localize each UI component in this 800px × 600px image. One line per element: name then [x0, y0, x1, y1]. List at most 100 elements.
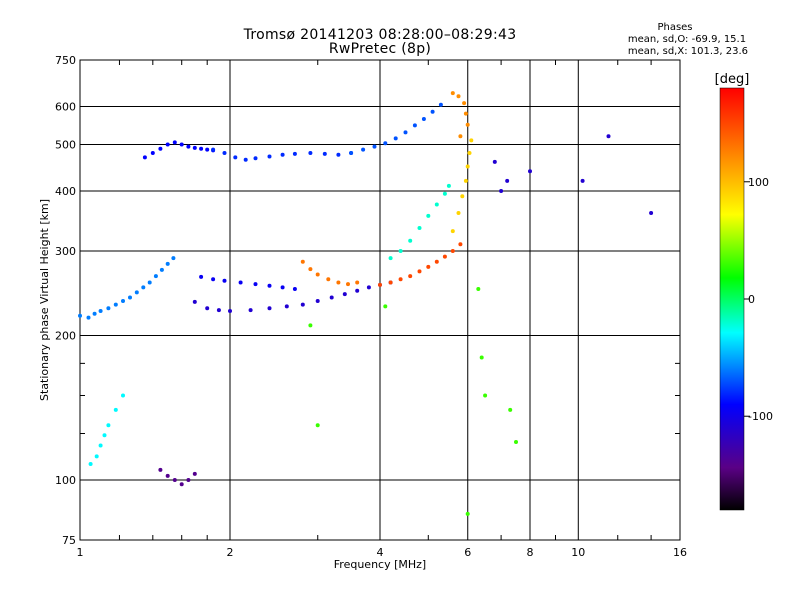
- data-point: [292, 287, 297, 291]
- data-point: [216, 308, 221, 313]
- data-point: [446, 183, 451, 188]
- data-point: [361, 147, 366, 152]
- data-point: [388, 256, 393, 261]
- data-point: [179, 142, 184, 147]
- colorbar: [719, 87, 745, 511]
- data-point: [205, 147, 210, 152]
- grid: [80, 60, 680, 540]
- data-point: [253, 282, 258, 287]
- data-point: [199, 274, 204, 279]
- data-point: [421, 117, 426, 121]
- data-point: [150, 151, 155, 155]
- data-point: [393, 136, 398, 141]
- data-points: [78, 91, 654, 516]
- data-point: [186, 478, 191, 482]
- data-point: [113, 407, 118, 412]
- data-point: [463, 111, 468, 116]
- data-point: [192, 145, 197, 150]
- data-point: [86, 315, 91, 320]
- data-point: [329, 295, 334, 300]
- data-point: [94, 454, 99, 459]
- data-point: [300, 302, 305, 307]
- data-point: [388, 280, 393, 285]
- data-point: [508, 407, 513, 412]
- data-point: [442, 254, 447, 259]
- data-point: [238, 280, 243, 285]
- data-point: [192, 299, 197, 304]
- data-point: [417, 269, 422, 274]
- data-point: [403, 130, 408, 135]
- colorbar-tick-label: 100: [748, 176, 769, 189]
- data-point: [315, 423, 320, 428]
- data-point: [267, 154, 272, 159]
- data-point: [199, 146, 204, 151]
- data-point: [98, 309, 103, 313]
- data-point: [222, 151, 227, 155]
- data-point: [465, 511, 470, 516]
- data-point: [233, 155, 238, 160]
- data-point: [606, 134, 611, 139]
- data-point: [434, 259, 439, 264]
- data-point: [355, 288, 360, 293]
- data-point: [92, 311, 97, 316]
- data-point: [300, 259, 305, 264]
- data-point: [336, 152, 341, 157]
- data-point: [243, 157, 248, 162]
- data-point: [462, 101, 467, 106]
- data-point: [106, 423, 111, 428]
- colorbar-label: [deg]: [715, 72, 750, 87]
- data-point: [98, 443, 103, 448]
- data-point: [179, 482, 184, 487]
- data-point: [430, 109, 435, 114]
- data-point: [499, 189, 504, 193]
- data-point: [580, 178, 585, 183]
- data-point: [280, 285, 285, 290]
- colorbar-ticks: 100 0 -100: [744, 176, 773, 423]
- data-point: [228, 309, 232, 313]
- data-point: [102, 433, 107, 438]
- data-point: [153, 274, 158, 279]
- data-point: [106, 306, 111, 311]
- data-point: [280, 152, 285, 157]
- data-point: [398, 277, 403, 282]
- data-point: [171, 256, 176, 261]
- data-point: [315, 272, 320, 277]
- y-axis-label: Stationary phase Virtual Height [km]: [38, 199, 51, 401]
- data-point: [355, 280, 360, 285]
- data-point: [408, 238, 413, 243]
- stats-title: Phases: [657, 22, 693, 33]
- chart-title-line1: Tromsø 20141203 08:28:00–08:29:43: [243, 27, 517, 43]
- data-point: [308, 323, 313, 328]
- y-tick-label: 100: [55, 474, 76, 487]
- data-point: [211, 147, 216, 152]
- data-point: [492, 159, 497, 164]
- data-point: [463, 178, 468, 183]
- data-point: [172, 478, 177, 482]
- data-point: [113, 302, 118, 307]
- y-tick-label: 200: [55, 330, 76, 343]
- data-point: [479, 355, 484, 360]
- data-point: [412, 123, 417, 128]
- data-point: [450, 229, 455, 234]
- data-point: [346, 282, 350, 287]
- data-point: [398, 249, 403, 253]
- data-point: [308, 267, 313, 272]
- data-point: [378, 282, 382, 287]
- data-point: [172, 140, 177, 145]
- data-point: [142, 155, 147, 160]
- y-tick-label: 400: [55, 185, 76, 198]
- data-point: [349, 151, 354, 155]
- data-point: [336, 280, 341, 285]
- data-point: [128, 295, 132, 300]
- data-point: [211, 277, 216, 282]
- y-tick-label: 500: [55, 139, 76, 152]
- x-axis-label: Frequency [MHz]: [334, 558, 426, 571]
- data-point: [465, 122, 470, 127]
- y-tick-label: 600: [55, 101, 76, 114]
- data-point: [514, 440, 518, 444]
- data-point: [326, 277, 331, 282]
- data-point: [342, 292, 347, 297]
- data-point: [121, 299, 125, 303]
- data-point: [408, 274, 413, 279]
